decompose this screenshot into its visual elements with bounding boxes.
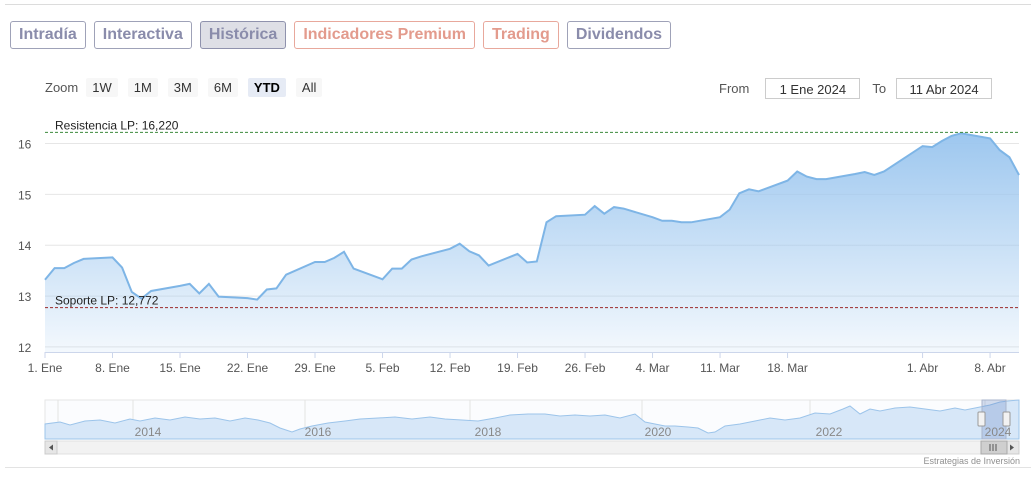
top-divider [5, 4, 1031, 5]
scrollbar-track[interactable] [44, 440, 1020, 455]
navigator-year-label: 2022 [816, 425, 843, 439]
zoom-selector: Zoom 1W 1M 3M 6M YTD All [45, 78, 332, 97]
x-tick-label: 26. Feb [565, 361, 606, 375]
x-tick-label: 29. Ene [294, 361, 336, 375]
x-tick-label: 4. Mar [636, 361, 670, 375]
tab-interactiva[interactable]: Interactiva [93, 21, 192, 49]
x-tick-label: 1. Ene [28, 361, 63, 375]
navigator-year-label: 2020 [645, 425, 672, 439]
x-tick-label: 8. Abr [974, 361, 1005, 375]
navigator-year-label: 2018 [475, 425, 502, 439]
tab-indicadores-premium[interactable]: Indicadores Premium [294, 21, 476, 49]
tab-historica[interactable]: Histórica [199, 21, 287, 49]
y-tick-label: 12 [18, 341, 32, 355]
x-tick-label: 12. Feb [430, 361, 471, 375]
x-tick-label: 5. Feb [366, 361, 400, 375]
to-date-input[interactable]: 11 Abr 2024 [896, 78, 993, 99]
navigator-year-label: 2014 [135, 425, 162, 439]
view-tabs: Intradía Interactiva Histórica Indicador… [10, 21, 672, 49]
zoom-1m-button[interactable]: 1M [127, 78, 158, 97]
support-label: Soporte LP: 12,772 [55, 294, 159, 308]
price-line [44, 132, 1020, 301]
navigator-year-label: 2016 [305, 425, 332, 439]
scroll-left-arrow-icon [49, 444, 53, 451]
x-tick-label: 18. Mar [767, 361, 808, 375]
navigator-selection [981, 399, 1007, 440]
zoom-all-button[interactable]: All [295, 78, 323, 97]
y-tick-label: 16 [18, 138, 32, 152]
navigator-year-label: 2024 [985, 425, 1012, 439]
x-tick-label: 22. Ene [227, 361, 269, 375]
navigator-handle-left[interactable] [977, 411, 986, 427]
y-tick-label: 13 [18, 290, 32, 304]
price-area [45, 133, 1019, 352]
x-tick-label: 11. Mar [700, 361, 740, 375]
resistance-label: Resistencia LP: 16,220 [55, 118, 179, 132]
zoom-6m-button[interactable]: 6M [207, 78, 238, 97]
bottom-divider [5, 467, 1031, 468]
zoom-ytd-button[interactable]: YTD [247, 78, 286, 97]
scrollbar-thumb[interactable] [980, 440, 1008, 455]
date-range: From 1 Ene 2024 To 11 Abr 2024 [719, 78, 993, 99]
x-tick-label: 8. Ene [95, 361, 130, 375]
zoom-label: Zoom [45, 80, 79, 95]
y-tick-label: 14 [18, 239, 32, 253]
scroll-right-arrow-icon [1010, 444, 1014, 451]
from-date-input[interactable]: 1 Ene 2024 [765, 78, 861, 99]
tab-dividendos[interactable]: Dividendos [566, 21, 672, 49]
zoom-3m-button[interactable]: 3M [167, 78, 198, 97]
tab-trading[interactable]: Trading [483, 21, 559, 49]
to-label: To [872, 81, 887, 96]
zoom-1w-button[interactable]: 1W [86, 78, 118, 97]
from-label: From [719, 81, 750, 96]
navigator-handle-right[interactable] [1002, 411, 1011, 427]
x-tick-label: 19. Feb [497, 361, 538, 375]
chart-credit: Estrategias de Inversión [923, 456, 1020, 466]
x-tick-label: 15. Ene [159, 361, 201, 375]
navigator-area [44, 399, 1020, 440]
y-tick-label: 15 [18, 188, 32, 202]
tab-intradia[interactable]: Intradía [10, 21, 86, 49]
x-tick-label: 1. Abr [907, 361, 938, 375]
